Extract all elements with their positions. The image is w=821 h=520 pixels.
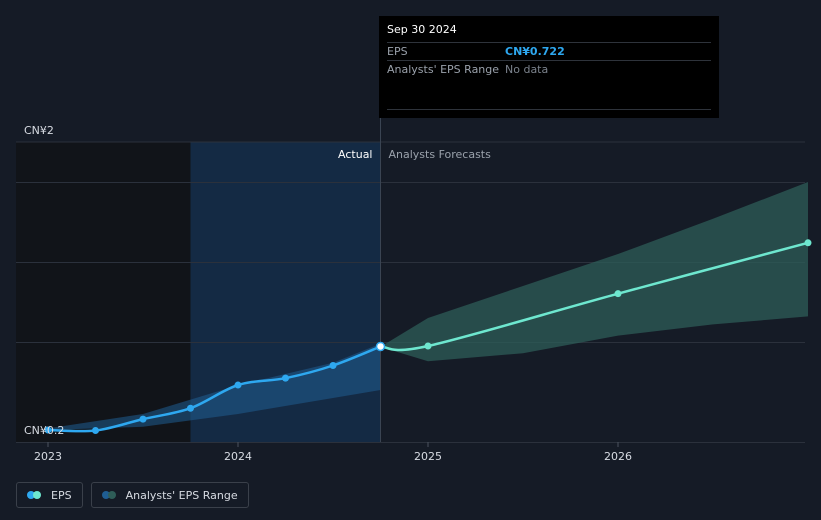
tooltip-range-value: No data [505, 63, 549, 76]
tooltip-divider [387, 109, 711, 110]
x-tick-label: 2024 [224, 450, 252, 463]
x-tick-label: 2025 [414, 450, 442, 463]
tooltip-date: Sep 30 2024 [387, 23, 457, 36]
eps-actual-line [47, 345, 381, 433]
tooltip-range-row: Analysts' EPS Range No data [387, 60, 711, 78]
legend-eps-label: EPS [51, 488, 72, 502]
eps-tooltip: Sep 30 2024 EPS CN¥0.722 Analysts' EPS R… [379, 16, 719, 118]
eps-forecast-point [614, 290, 622, 298]
actual-section-label: Actual [338, 148, 372, 161]
tooltip-eps-label: EPS [387, 45, 408, 58]
legend-eps[interactable]: EPS [16, 482, 83, 508]
eps-actual-point [282, 374, 289, 382]
eps-legend-icon [27, 491, 43, 499]
legend-eps-range[interactable]: Analysts' EPS Range [90, 482, 249, 508]
eps-range-actual-band [48, 343, 381, 430]
eps-range-forecast-band [380, 182, 808, 362]
legend-range-label: Analysts' EPS Range [125, 488, 238, 502]
eps-forecast-line [380, 241, 809, 352]
eps-range-legend-icon [101, 491, 118, 499]
tooltip-eps-value: CN¥0.722 [505, 45, 565, 58]
y-axis-top-label: CN¥2 [24, 124, 54, 137]
eps-actual-point [187, 404, 194, 412]
past-period-shade [16, 142, 191, 442]
tooltip-range-label: Analysts' EPS Range [387, 63, 500, 76]
x-tick-label: 2026 [604, 450, 632, 463]
eps-actual-point [139, 415, 147, 423]
x-tick-label: 2023 [34, 450, 62, 463]
eps-forecast-point [804, 239, 812, 247]
y-axis-bottom-label: CN¥0.2 [24, 424, 64, 437]
eps-actual-point [44, 426, 52, 434]
eps-actual-point [92, 426, 99, 434]
chart-legend: EPS Analysts' EPS Range [16, 482, 249, 510]
eps-actual-point [375, 341, 386, 352]
eps-actual-point [234, 381, 242, 389]
forecast-section-label: Analysts Forecasts [389, 148, 492, 161]
eps-actual-point [329, 362, 337, 370]
tooltip-eps-row: EPS CN¥0.722 [387, 42, 711, 60]
eps-forecast-point [424, 342, 432, 350]
